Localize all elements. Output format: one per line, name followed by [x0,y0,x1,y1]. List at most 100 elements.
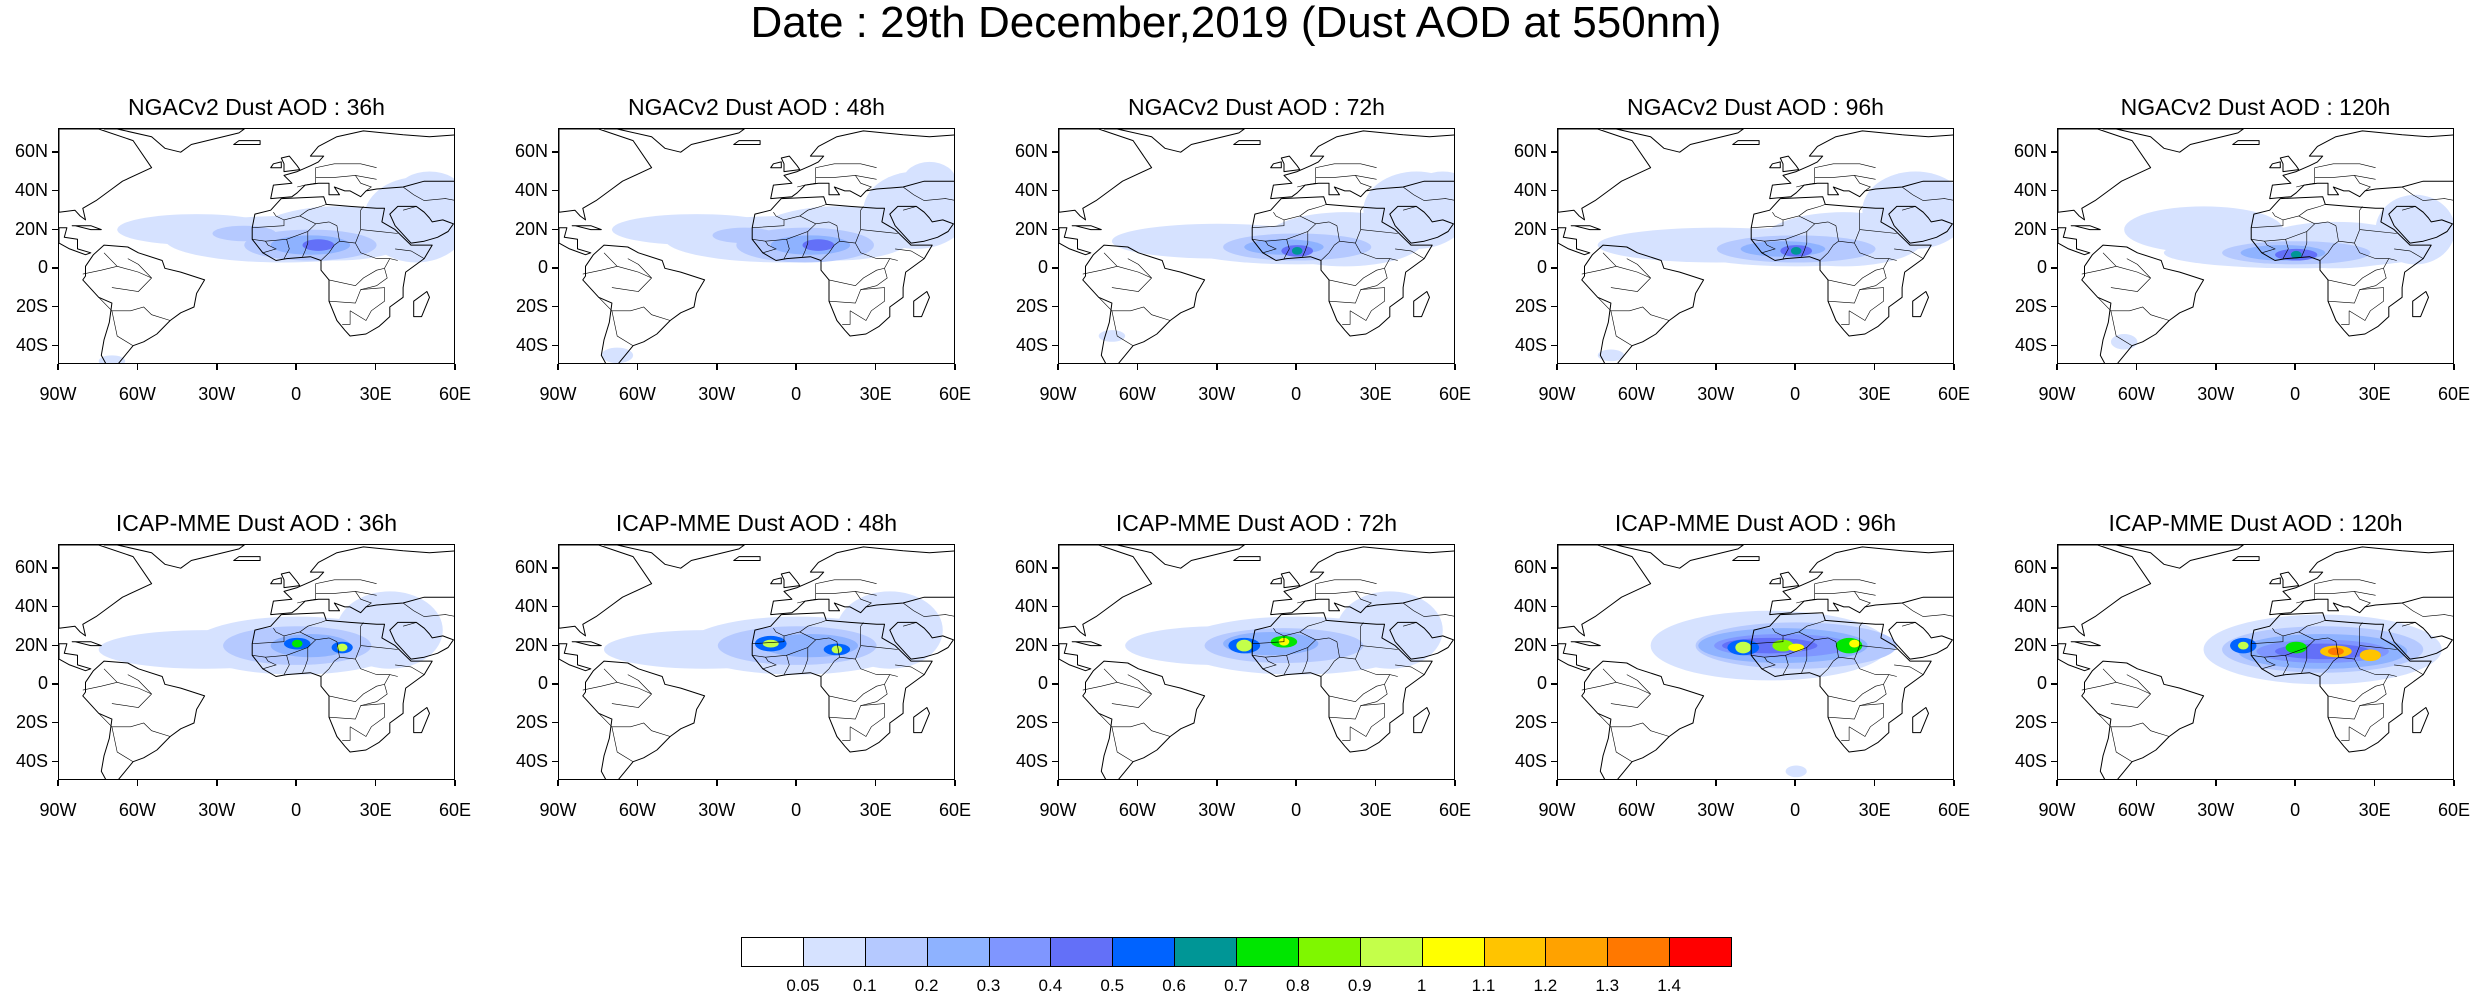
coastline-cuba [1570,641,1601,647]
country-border [1355,591,1372,608]
country-border [1854,645,1897,677]
dust-plume-region [98,355,126,363]
longitude-label: 30E [1858,800,1891,820]
country-border [299,204,327,217]
latitude-tick [52,305,58,308]
longitude-label: 30W [2197,800,2235,820]
country-border [783,655,790,675]
longitude-label: 60E [1438,384,1472,404]
coastline-madagascar [2412,707,2429,734]
coastline-madagascar [413,291,430,318]
latitude-tick [52,683,58,685]
longitude-tick [1216,364,1218,370]
latitude-tick [552,151,558,153]
dust-plume-region [1416,171,1454,203]
country-border [1782,655,1789,675]
longitude-tick [454,780,456,786]
panel-title: NGACv2 Dust AOD : 36h [128,94,385,120]
latitude-label: 40N [1014,595,1048,616]
map-panel: ICAP-MME Dust AOD : 48h 60N 40N 20N 0 20S 40S 9… [515,510,971,830]
latitude-label: 0 [1037,257,1048,278]
latitude-label: 40N [14,179,48,200]
latitude-tick [2051,567,2057,569]
latitude-label: 0 [2036,257,2047,278]
country-border [355,175,372,192]
country-border [860,206,864,230]
country-border [1403,206,1425,213]
longitude-tick [295,364,297,370]
coastline-iceland [2232,556,2260,561]
country-border [2116,682,2151,695]
country-border [342,310,351,325]
latitude-label: 60N [1513,557,1547,578]
country-border [762,241,777,254]
country-border [1395,664,1425,675]
country-border [1262,657,1277,670]
colorbar-label: 1.2 [1533,976,1558,995]
colorbar-swatch [1297,937,1361,967]
country-border [802,647,809,673]
longitude-label: 0 [1291,800,1302,820]
country-border [2319,225,2339,261]
coastline-africa [1251,612,1433,753]
country-border [1342,310,1351,325]
country-border [1796,591,1876,604]
longitude-label: 60E [438,384,472,404]
colorbar-label: 1 [1416,976,1427,995]
colorbar-label: 1.1 [1471,976,1496,995]
country-border [328,674,391,703]
country-border [2359,622,2363,646]
longitude-tick [1216,780,1218,786]
longitude-label: 0 [791,800,802,820]
country-border [820,641,840,677]
dust-plume-region [2327,647,2344,656]
longitude-tick [1715,364,1717,370]
map-frame [558,128,955,364]
country-border [2301,231,2308,257]
longitude-label: 30E [1359,800,1392,820]
country-border [1355,229,1398,261]
latitude-tick [52,760,58,763]
latitude-tick [2051,644,2057,647]
coastline-ireland [1769,577,1781,585]
longitude-label: 60E [938,800,972,820]
dust-plume-region [2285,641,2307,654]
country-border [1798,620,1826,633]
country-border [1854,229,1897,261]
dust-plume-region [2375,194,2453,265]
coastline-europe [770,546,954,616]
latitude-tick [2051,683,2057,685]
coastline-north-america [2058,129,2152,221]
country-border [2341,310,2350,325]
dust-plume-region [291,639,303,648]
country-border [895,664,925,675]
map-panel: NGACv2 Dust AOD : 96h 60N 40N 20N 0 20S 40S 90W… [1514,94,1970,414]
country-border [1838,656,1855,660]
dust-plume-region [2359,649,2381,662]
map-panel: NGACv2 Dust AOD : 48h 60N 40N 20N 0 20S 40S 90W… [515,94,971,414]
coastline-iceland [233,556,261,561]
latitude-tick [52,344,58,347]
country-border [2338,656,2355,660]
country-border [1320,641,1340,677]
country-border [328,258,391,287]
country-border [617,266,652,279]
panel-title: ICAP-MME Dust AOD : 72h [1115,510,1398,536]
country-border [1814,163,1876,178]
panel-title: ICAP-MME Dust AOD : 96h [1614,510,1897,536]
longitude-label: 60W [1118,384,1156,404]
colorbar-label: 0.3 [976,976,1001,995]
country-border [1841,726,1850,741]
latitude-tick [1551,567,1557,569]
coastline-britain [2279,571,2300,589]
map-panel: ICAP-MME Dust AOD : 96h 60N 40N 20N 0 20S 40S 9… [1514,510,1970,830]
latitude-tick [2051,760,2057,763]
map-frame [558,544,955,780]
latitude-tick [552,228,558,231]
country-border [1299,620,1327,633]
country-border [403,622,425,629]
coastline-central-america [1059,643,1092,672]
latitude-tick [1052,189,1058,192]
country-border [1801,647,1808,673]
dust-plume-region [1236,639,1253,652]
